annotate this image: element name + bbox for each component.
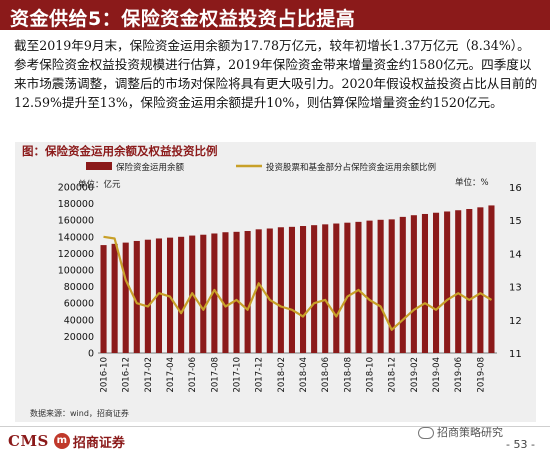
y-tick-label: 160000 <box>58 216 94 227</box>
y2-tick-label: 16 <box>509 183 522 194</box>
bar <box>155 238 163 353</box>
bar <box>344 222 351 353</box>
bar <box>366 220 373 353</box>
bar <box>122 242 129 353</box>
y-tick-label: 20000 <box>64 332 94 343</box>
bar <box>288 226 296 353</box>
y2-tick-label: 14 <box>509 249 522 260</box>
x-tick-label: 2019-04 <box>432 357 442 393</box>
bar <box>299 226 307 353</box>
title-bar: 资金供给5：保险资金权益投资占比提高 <box>0 0 550 30</box>
bar <box>266 228 273 353</box>
y-tick-label: 60000 <box>64 299 94 310</box>
x-tick-label: 2016-10 <box>100 357 110 393</box>
bar <box>277 227 284 353</box>
bar <box>244 230 251 353</box>
bar <box>111 243 118 353</box>
bar <box>200 234 207 353</box>
bar <box>466 208 473 353</box>
bar <box>333 223 340 353</box>
page-number: - 53 - <box>506 438 535 451</box>
y2-tick-label: 12 <box>509 316 522 327</box>
bar <box>100 245 107 353</box>
y-tick-label: 180000 <box>58 199 94 210</box>
x-tick-label: 2019-02 <box>410 357 420 393</box>
x-tick-label: 2017-06 <box>188 357 198 393</box>
bar <box>211 233 218 353</box>
x-tick-label: 2018-04 <box>299 357 309 393</box>
x-tick-label: 2017-10 <box>233 357 243 393</box>
wechat-icon <box>418 427 434 439</box>
footer-divider <box>0 426 550 427</box>
bar <box>444 211 451 353</box>
x-tick-label: 2018-10 <box>366 357 376 393</box>
y-tick-label: 0 <box>88 349 94 360</box>
company-logo: CMS m 招商证券 <box>8 432 125 451</box>
logo-mark-icon: m <box>53 433 70 449</box>
x-tick-label: 2018-08 <box>343 357 353 393</box>
legend-line-label: 投资股票和基金部分占保险资金运用余额比例 <box>266 162 436 173</box>
page-title: 资金供给5：保险资金权益投资占比提高 <box>10 8 356 30</box>
x-tick-label: 2018-06 <box>321 357 331 393</box>
legend-bar-label: 保险资金运用余额 <box>116 162 185 173</box>
bar <box>488 205 495 353</box>
left-axis-unit: 单位：亿元 <box>78 179 121 190</box>
y2-tick-label: 15 <box>509 216 522 227</box>
bar <box>355 221 362 353</box>
x-tick-label: 2017-08 <box>210 357 220 393</box>
bar <box>178 236 185 353</box>
bar <box>255 229 262 353</box>
legend-bar-swatch <box>86 162 112 170</box>
logo-cms-text: CMS <box>8 432 49 450</box>
y-tick-label: 200000 <box>58 183 94 194</box>
y-tick-label: 120000 <box>58 249 94 260</box>
x-tick-label: 2018-12 <box>388 357 398 393</box>
right-axis-unit: 单位：% <box>455 177 489 188</box>
x-tick-label: 2019-08 <box>476 357 486 393</box>
bar <box>432 212 440 353</box>
x-tick-label: 2019-06 <box>454 357 464 393</box>
bar <box>410 215 417 353</box>
bar <box>421 213 429 353</box>
bar <box>455 210 462 353</box>
bar <box>399 216 406 353</box>
bar <box>133 240 140 353</box>
x-tick-label: 2018-02 <box>277 357 287 393</box>
x-tick-label: 2016-12 <box>122 357 132 393</box>
data-source: 数据来源：wind，招商证券 <box>30 409 129 418</box>
bar <box>477 207 484 353</box>
wechat-account: 招商策略研究 <box>437 426 503 439</box>
body-paragraph: 截至2019年9月末，保险资金运用余额为17.78万亿元，较年初增长1.37万亿… <box>14 38 538 110</box>
ratio-line <box>103 235 493 331</box>
y2-tick-label: 13 <box>509 283 522 294</box>
y-tick-label: 100000 <box>58 266 94 277</box>
chart-title: 图：保险资金运用余额及权益投资比例 <box>22 144 218 158</box>
bar <box>377 219 384 353</box>
bar <box>322 224 329 353</box>
x-tick-label: 2017-12 <box>255 357 265 393</box>
bar <box>311 225 318 353</box>
y-tick-label: 40000 <box>64 315 94 326</box>
x-tick-label: 2017-02 <box>144 357 154 393</box>
bar <box>166 237 174 353</box>
logo-company-name: 招商证券 <box>72 435 125 451</box>
bar <box>233 231 240 353</box>
x-tick-label: 2017-04 <box>166 357 176 393</box>
y-tick-label: 80000 <box>64 282 94 293</box>
y-tick-label: 140000 <box>58 232 94 243</box>
bar <box>388 219 395 353</box>
y2-tick-label: 11 <box>509 349 522 360</box>
wechat-label: 招商策略研究 <box>418 424 503 440</box>
bar <box>222 232 229 353</box>
bar <box>144 239 151 353</box>
